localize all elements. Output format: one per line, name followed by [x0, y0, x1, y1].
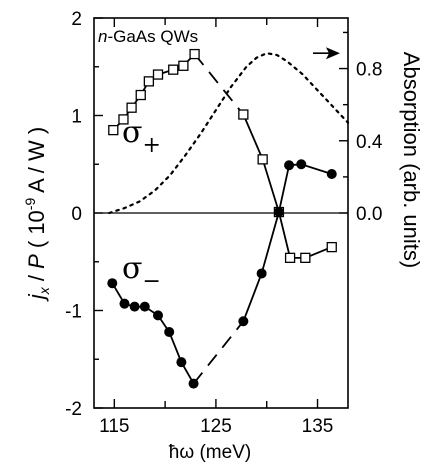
ylabel-j: j: [24, 293, 49, 302]
x-axis-unit: (meV): [194, 442, 251, 463]
sigma-minus-point: [273, 207, 284, 218]
x-tick-label: 135: [302, 416, 334, 437]
sigma-minus-point: [164, 326, 175, 337]
ylabel-exp: -9: [22, 198, 38, 211]
sigma-minus-line: [192, 320, 245, 385]
sigma-plus-point: [143, 76, 155, 87]
sigma-minus-line: [111, 282, 195, 385]
sigma-minus-point: [119, 298, 130, 309]
sigma-plus-sign: +: [142, 133, 160, 158]
annotation-text: n-GaAs QWs: [98, 27, 198, 46]
y-tick-label-right: 0.4: [356, 132, 383, 153]
sigma-plus-point: [108, 124, 119, 136]
y-tick-label-left: 1: [71, 107, 82, 128]
series-label-sigma-plus: σ+: [122, 115, 161, 158]
y-tick-label-left: -2: [65, 399, 82, 420]
sigma-plus-point: [300, 252, 311, 264]
sigma-plus-point: [284, 252, 296, 264]
x-tick-label: 115: [99, 416, 129, 437]
arrow-head-icon: [326, 47, 340, 60]
series-label-sigma-minus: σ−: [122, 251, 161, 294]
sigma-plus-point: [135, 89, 146, 101]
sigma-minus-point: [256, 268, 267, 279]
y-axis-title-left: jx / P ( 10-9 A / W ): [22, 127, 52, 302]
y-tick-label-left: 0: [71, 204, 82, 225]
y-axis-title-right: Absorption (arb. units): [399, 52, 424, 268]
sigma-minus-point: [107, 278, 118, 289]
ylabel-rest: ( 10: [24, 210, 49, 254]
chart-marks: [107, 47, 350, 389]
sigma-minus-point: [326, 169, 337, 179]
sigma-minus-point: [296, 159, 307, 170]
sigma-plus-point: [118, 114, 129, 125]
sigma-plus-point: [326, 241, 337, 253]
sigma-minus-sign: −: [142, 269, 160, 294]
annotation-rest: -GaAs QWs: [107, 27, 198, 46]
sigma-plus-point: [238, 109, 249, 120]
x-axis-symbol: ħω: [169, 442, 195, 463]
sigma-plus-line: [193, 53, 245, 116]
sigma-minus-base: σ: [122, 251, 142, 286]
y-tick-label-right: 0.0: [356, 204, 382, 225]
ylabel-units: A / W ): [24, 127, 49, 198]
sigma-plus-point: [168, 64, 179, 75]
sigma-plus-line: [242, 114, 333, 259]
ylabel-slash: /: [24, 269, 49, 287]
annotation-prefix: n: [98, 27, 107, 46]
absorption-curve: [108, 52, 350, 215]
sigma-minus-point: [188, 378, 199, 389]
sigma-minus-point: [238, 316, 249, 327]
sigma-minus-point: [176, 357, 187, 368]
y-tick-label-right: 0.8: [356, 60, 382, 81]
sigma-minus-point: [139, 301, 150, 312]
ylabel-P: P: [24, 254, 49, 269]
sigma-plus-point: [189, 48, 200, 60]
sigma-plus-point: [257, 154, 268, 165]
sigma-minus-point: [284, 160, 295, 171]
x-tick-label: 125: [200, 416, 232, 437]
sigma-plus-point: [152, 69, 164, 80]
y-tick-label-left: -1: [65, 302, 82, 323]
sigma-minus-point: [129, 301, 140, 312]
sigma-minus-line: [242, 163, 332, 322]
ylabel-sub: x: [36, 286, 52, 295]
sigma-minus-point: [153, 310, 164, 321]
y-tick-label-left: 2: [71, 9, 82, 30]
x-axis-title: ħω (meV): [169, 442, 251, 463]
axes: 115 125 135 -2 -1 0 1 2 0.0 0.4 0.8: [65, 9, 383, 437]
sigma-plus-base: σ: [122, 115, 142, 150]
sigma-plus-point: [178, 60, 189, 71]
sigma-plus-point: [126, 102, 137, 113]
